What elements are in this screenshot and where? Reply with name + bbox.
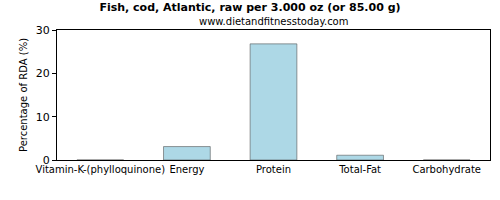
svg-text:Vitamin-K-(phylloquinone): Vitamin-K-(phylloquinone) bbox=[36, 164, 166, 175]
svg-text:30: 30 bbox=[36, 24, 50, 37]
svg-text:20: 20 bbox=[36, 67, 50, 80]
svg-text:10: 10 bbox=[36, 111, 50, 124]
svg-text:Fish, cod, Atlantic, raw per 3: Fish, cod, Atlantic, raw per 3.000 oz (o… bbox=[99, 1, 400, 14]
svg-text:0: 0 bbox=[43, 154, 50, 167]
svg-text:www.dietandfitnesstoday.com: www.dietandfitnesstoday.com bbox=[199, 16, 348, 27]
svg-text:Protein: Protein bbox=[256, 164, 291, 175]
svg-text:Percentage of RDA (%): Percentage of RDA (%) bbox=[18, 38, 29, 152]
svg-text:Total-Fat: Total-Fat bbox=[338, 164, 381, 175]
svg-text:Carbohydrate: Carbohydrate bbox=[412, 164, 481, 175]
svg-text:Energy: Energy bbox=[169, 164, 204, 175]
